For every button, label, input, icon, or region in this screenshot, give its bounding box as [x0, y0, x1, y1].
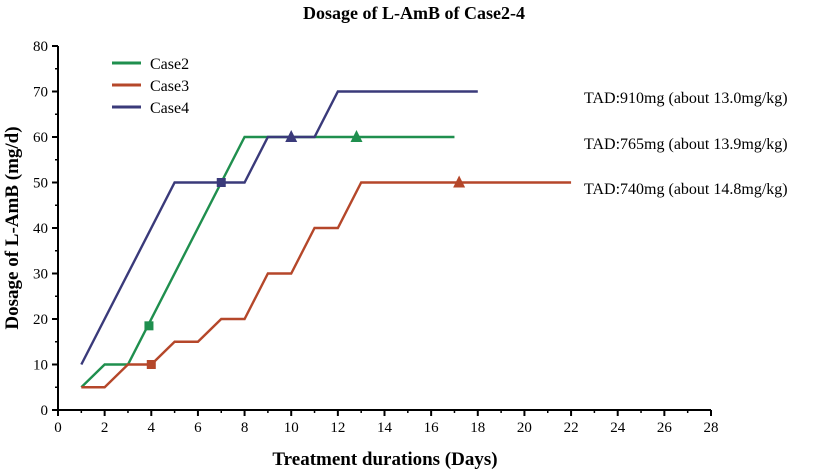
x-tick-label: 22	[564, 420, 579, 436]
y-tick-label: 10	[33, 358, 48, 374]
x-tick-label: 26	[657, 420, 673, 436]
series-line-case2	[80, 135, 455, 389]
x-tick-label: 12	[330, 420, 345, 436]
chart-title: Dosage of L-AmB of Case2-4	[303, 3, 525, 23]
x-tick-label: 18	[470, 420, 485, 436]
y-tick-label: 70	[33, 85, 48, 101]
y-axis-title: Dosage of L-AmB (mg/d)	[2, 126, 23, 329]
tad-annotation: TAD:740mg (about 14.8mg/kg)	[584, 181, 788, 198]
x-tick-label: 0	[54, 420, 62, 436]
x-tick-label: 4	[148, 420, 156, 436]
x-tick-label: 10	[284, 420, 299, 436]
y-tick-label: 30	[33, 267, 48, 283]
x-tick-label: 6	[194, 420, 202, 436]
y-tick-label: 20	[33, 312, 48, 328]
x-tick-label: 24	[610, 420, 626, 436]
series-layer	[80, 90, 572, 389]
x-tick-label: 2	[101, 420, 109, 436]
annotations: TAD:910mg (about 13.0mg/kg) TAD:765mg (ab…	[584, 90, 788, 198]
x-tick-label: 14	[377, 420, 393, 436]
y-tick-label: 80	[33, 39, 48, 55]
legend: Case2 Case3 Case4	[112, 56, 189, 117]
square-marker-case4	[216, 178, 226, 187]
triangle-marker-case2	[350, 130, 363, 142]
legend-label-case3: Case3	[150, 78, 189, 95]
x-tick-label: 8	[241, 420, 249, 436]
y-tick-label: 0	[41, 403, 49, 419]
y-tick-label: 40	[33, 221, 48, 237]
ticks: 0 2 4 6 8 10 12 14 16 18 20 22 24 26 28010203040506070…	[33, 39, 719, 436]
legend-label-case4: Case4	[150, 100, 189, 117]
x-tick-label: 16	[424, 420, 440, 436]
y-tick-label: 50	[33, 176, 48, 192]
square-marker-case3	[146, 360, 156, 369]
tad-annotation: TAD:765mg (about 13.9mg/kg)	[584, 136, 788, 153]
y-tick-label: 60	[33, 130, 48, 146]
x-tick-label: 28	[704, 420, 719, 436]
triangle-marker-case4	[285, 130, 298, 142]
square-marker-case2	[144, 321, 154, 331]
series-line-case3	[81, 181, 572, 389]
triangle-marker-case3	[453, 175, 466, 188]
tad-annotation: TAD:910mg (about 13.0mg/kg)	[584, 90, 788, 107]
series-line-case4	[80, 90, 478, 366]
x-axis-title: Treatment durations (Days)	[272, 449, 497, 470]
legend-label-case2: Case2	[150, 56, 189, 73]
x-tick-label: 20	[517, 420, 532, 436]
